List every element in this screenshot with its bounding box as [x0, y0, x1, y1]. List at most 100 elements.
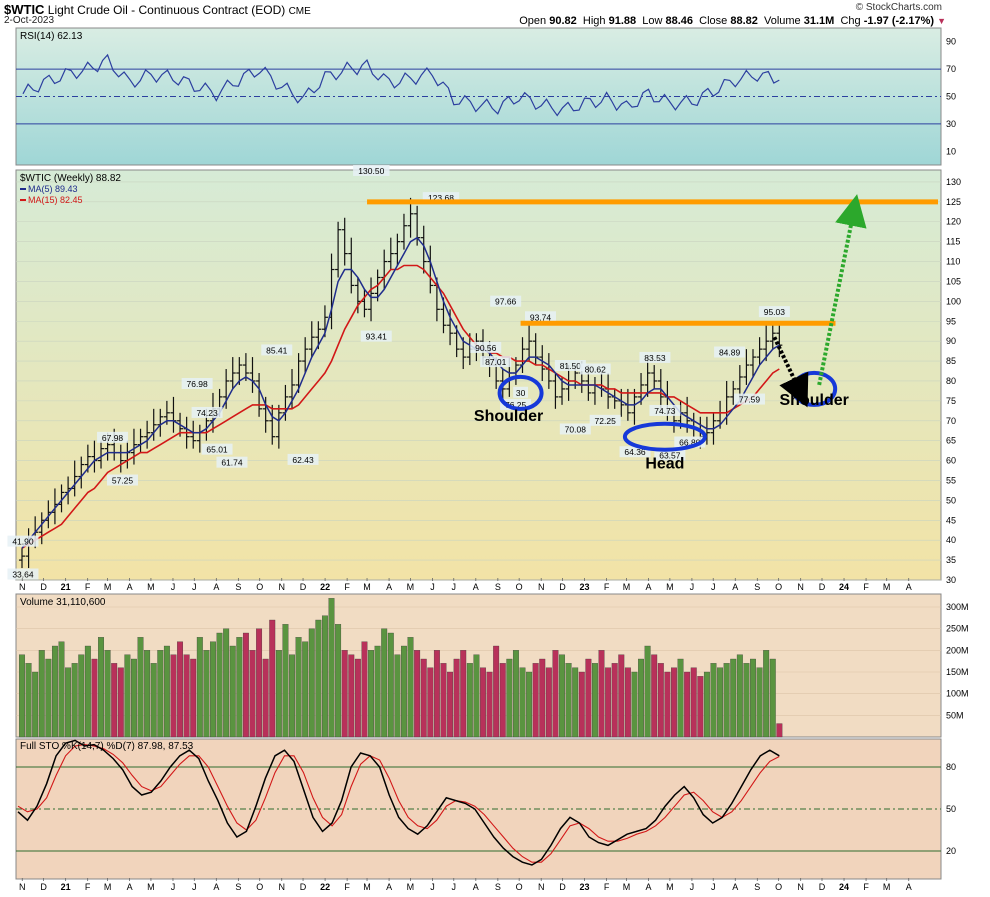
stochastic-panel: 20 50 80 Full STO %K(14,7) %D(7) 87.98, 87…: [15, 738, 956, 892]
volume-bar: [150, 663, 157, 738]
volume-bar: [210, 641, 216, 738]
volume-bar: [91, 658, 98, 738]
volume-bar: [717, 667, 724, 738]
volume-bar: [743, 663, 750, 738]
x-tick-label: M: [104, 582, 112, 592]
data-label-bg: [181, 377, 213, 389]
volume-bar: [341, 650, 348, 738]
x-tick-label: M: [147, 582, 155, 592]
volume-bars: [19, 598, 783, 738]
volume-bar: [671, 667, 677, 738]
data-label: 41.90: [12, 537, 34, 547]
x-tick-label: S: [754, 882, 760, 892]
stochastic-x-axis: N D 21 F M A M J J A S O N D 22 F M A M J J A S O N D 23 F M A M J J A S O N…: [19, 878, 912, 892]
x-tick-label: J: [452, 582, 457, 592]
data-label: 87.01: [485, 357, 507, 367]
volume-bar: [242, 632, 249, 738]
data-label: 74.73: [654, 406, 676, 416]
data-label: 95.03: [764, 307, 786, 317]
x-tick-label: 23: [580, 882, 590, 892]
pattern-label-head: Head: [645, 456, 684, 473]
data-label: 130.50: [358, 166, 384, 176]
x-tick-label: J: [192, 582, 197, 592]
volume-bar: [769, 658, 776, 738]
x-tick-label: J: [452, 882, 457, 892]
x-tick-label: D: [559, 582, 566, 592]
x-tick-label: F: [344, 582, 350, 592]
volume-bar: [387, 632, 394, 738]
ma5-line: [21, 236, 780, 549]
volume-value: 31.1M: [803, 15, 835, 27]
volume-bar: [256, 628, 263, 738]
stochastic-title: Full STO %K(14,7) %D(7) 87.98, 87.53: [20, 741, 194, 752]
data-label-bg: [97, 431, 129, 443]
sto-tick-label: 20: [946, 846, 956, 856]
x-tick-label: F: [604, 582, 610, 592]
x-tick-label: M: [666, 582, 674, 592]
volume-bar: [124, 654, 131, 738]
x-tick-label: A: [127, 882, 133, 892]
x-tick-label: D: [300, 582, 307, 592]
pattern-label-shoulder: Shoulder: [474, 408, 543, 425]
data-label: 123.68: [428, 193, 454, 203]
rsi-title: RSI(14) 62.13: [20, 31, 83, 42]
volume-bar: [539, 658, 546, 738]
x-tick-label: M: [363, 882, 371, 892]
volume-bar: [618, 654, 625, 738]
data-label-bg: [513, 386, 528, 398]
data-label-bg: [7, 535, 39, 547]
ohlc-readout: Open 90.82 High 91.88 Low 88.46 Close 88…: [519, 15, 946, 27]
volume-bar: [598, 650, 605, 738]
data-label-bg: [480, 356, 512, 368]
volume-bar: [512, 650, 519, 738]
data-label: 61.74: [221, 458, 243, 468]
close-value: 88.82: [730, 15, 758, 27]
data-label-bg: [649, 404, 681, 416]
x-tick-label: N: [538, 582, 545, 592]
pattern-label-shoulder: Shoulder: [780, 392, 849, 409]
x-tick-label: A: [386, 882, 392, 892]
volume-tick-label: 50M: [946, 710, 964, 720]
volume-bar: [427, 667, 434, 738]
volume-bar: [473, 654, 480, 738]
data-label: 30: [516, 388, 526, 398]
volume-bar: [315, 619, 322, 738]
data-label: 33.64: [12, 570, 34, 580]
open-value: 90.82: [549, 15, 577, 27]
data-label: 93.74: [530, 312, 552, 322]
data-label-bg: [674, 436, 706, 448]
sto-tick-label: 80: [946, 762, 956, 772]
volume-bar: [144, 650, 151, 738]
data-label-bg: [470, 341, 502, 353]
x-tick-label: M: [147, 882, 155, 892]
volume-bar: [565, 663, 572, 738]
price-tick-label: 120: [946, 217, 961, 227]
volume-bar: [236, 637, 243, 738]
data-label-bg: [619, 446, 651, 458]
x-tick-label: J: [430, 582, 435, 592]
data-label: 76.98: [186, 379, 208, 389]
volume-bar: [651, 654, 658, 738]
volume-bar: [394, 654, 401, 738]
volume-bar: [710, 663, 717, 738]
volume-bar: [486, 671, 493, 738]
data-label-bg: [360, 330, 392, 342]
price-tick-label: 60: [946, 456, 956, 466]
data-label-bg: [201, 443, 233, 455]
volume-bar: [65, 667, 72, 738]
x-tick-label: N: [19, 582, 26, 592]
legend-ma5: MA(5) 89.43: [28, 184, 78, 194]
data-label-bg: [524, 311, 556, 323]
data-label: 65.01: [206, 445, 228, 455]
data-label-bg: [216, 456, 248, 468]
x-tick-label: M: [623, 582, 631, 592]
data-label: 72.25: [595, 416, 617, 426]
volume-bar: [605, 667, 612, 738]
volume-bar: [447, 671, 454, 738]
data-label: 97.66: [495, 297, 517, 307]
price-tick-label: 105: [946, 276, 961, 286]
volume-bar: [51, 645, 58, 738]
volume-bar: [460, 650, 467, 738]
volume-bar: [736, 654, 743, 738]
data-label-bg: [733, 393, 765, 405]
